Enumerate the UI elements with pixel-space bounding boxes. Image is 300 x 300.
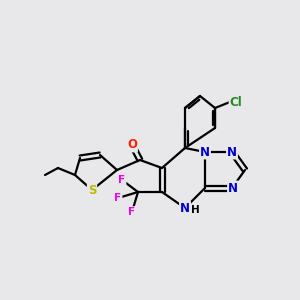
Text: F: F xyxy=(118,175,126,185)
Text: F: F xyxy=(114,193,122,203)
Text: O: O xyxy=(127,139,137,152)
Text: N: N xyxy=(228,182,238,194)
Text: N: N xyxy=(180,202,190,214)
Text: N: N xyxy=(200,146,210,158)
Text: Cl: Cl xyxy=(230,95,242,109)
Text: N: N xyxy=(227,146,237,158)
Text: H: H xyxy=(190,205,200,215)
Text: S: S xyxy=(88,184,96,197)
Text: F: F xyxy=(128,207,136,217)
